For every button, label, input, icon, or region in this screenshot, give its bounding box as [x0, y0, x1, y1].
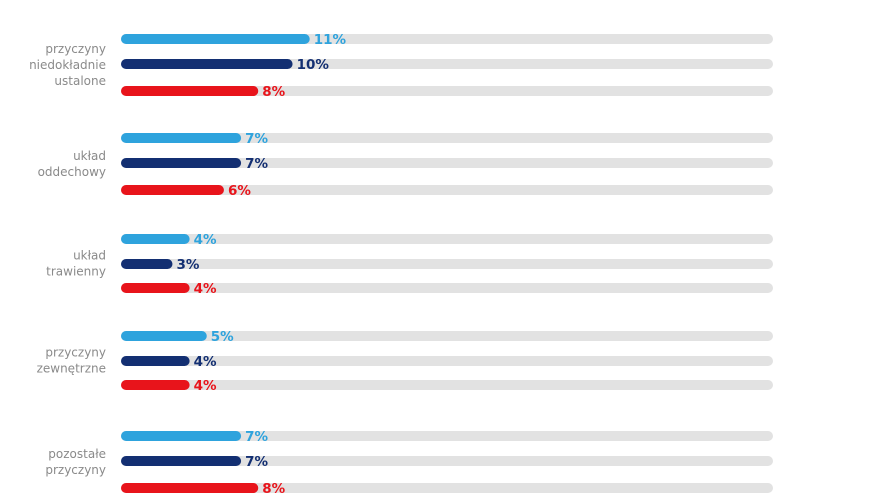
value-label: 7%	[245, 429, 268, 445]
category-label: przyczyny	[45, 346, 106, 360]
value-label: 8%	[262, 481, 285, 497]
category-label: przyczyny	[45, 463, 106, 477]
bar	[121, 283, 190, 293]
category-label: trawienny	[46, 265, 106, 279]
value-label: 4%	[194, 232, 217, 248]
bar-track	[121, 185, 773, 195]
value-label: 5%	[211, 329, 234, 345]
value-label: 7%	[245, 156, 268, 172]
bar	[121, 185, 224, 195]
bar	[121, 431, 242, 441]
bar	[121, 34, 310, 44]
value-label: 6%	[228, 183, 251, 199]
bar-track	[121, 133, 773, 143]
bar-track	[121, 259, 773, 269]
bar	[121, 259, 173, 269]
category-label: układ	[73, 249, 106, 263]
bar-track	[121, 331, 773, 341]
bar	[121, 456, 242, 466]
bar-track	[121, 158, 773, 168]
bar-track	[121, 234, 773, 244]
bar-track	[121, 431, 773, 441]
value-label: 7%	[245, 131, 268, 147]
value-label: 4%	[194, 281, 217, 297]
category-label: zewnętrzne	[37, 362, 106, 376]
value-label: 4%	[194, 378, 217, 394]
bar	[121, 59, 293, 69]
bar	[121, 483, 259, 493]
bar-track	[121, 356, 773, 366]
bar	[121, 86, 259, 96]
bar-track	[121, 283, 773, 293]
category-label: oddechowy	[38, 165, 106, 179]
category-label: ustalone	[54, 74, 106, 88]
value-label: 4%	[194, 354, 217, 370]
bar	[121, 158, 242, 168]
bar	[121, 234, 190, 244]
bar-track	[121, 380, 773, 390]
category-label: układ	[73, 149, 106, 163]
bar-track	[121, 456, 773, 466]
value-label: 8%	[262, 84, 285, 100]
bar	[121, 380, 190, 390]
value-label: 10%	[297, 57, 330, 73]
bar	[121, 356, 190, 366]
bar-track	[121, 86, 773, 96]
category-label: przyczyny	[45, 42, 106, 56]
category-label: niedokładnie	[29, 58, 106, 72]
category-label: pozostałe	[48, 447, 106, 461]
value-label: 3%	[176, 257, 199, 273]
bar	[121, 331, 207, 341]
bar	[121, 133, 242, 143]
bar-track	[121, 483, 773, 493]
value-label: 11%	[314, 32, 347, 48]
value-label: 7%	[245, 454, 268, 470]
